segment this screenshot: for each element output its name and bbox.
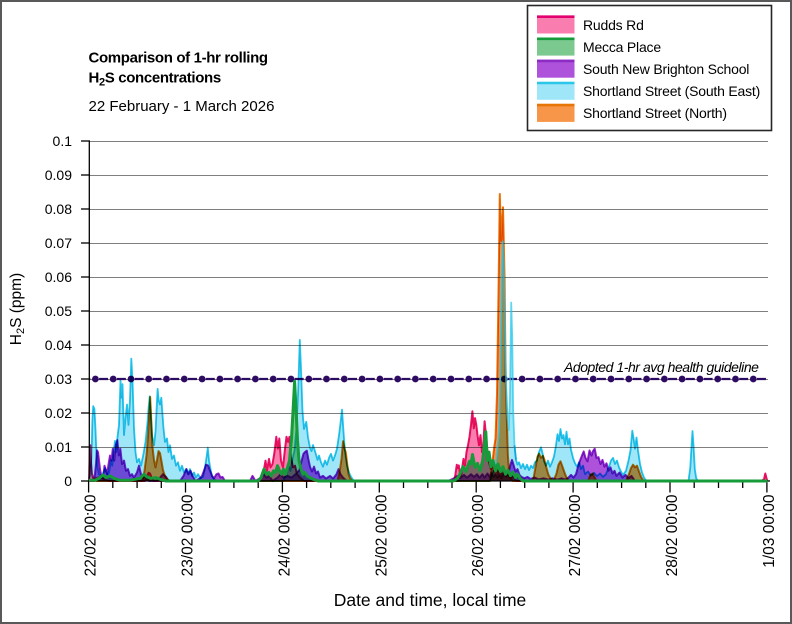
svg-text:H2S concentrations: H2S concentrations [89, 70, 221, 89]
svg-text:Adopted 1-hr avg health guidel: Adopted 1-hr avg health guideline [563, 359, 759, 375]
svg-text:22/02 00:00: 22/02 00:00 [83, 494, 100, 576]
svg-text:0.04: 0.04 [45, 337, 72, 353]
svg-text:0.08: 0.08 [45, 201, 72, 217]
svg-text:H2S (ppm): H2S (ppm) [8, 273, 27, 345]
svg-text:0.09: 0.09 [45, 167, 72, 183]
svg-text:Date and time, local time: Date and time, local time [334, 590, 527, 610]
svg-text:24/02 00:00: 24/02 00:00 [276, 494, 293, 576]
svg-text:22 February - 1 March 2026: 22 February - 1 March 2026 [89, 98, 275, 115]
svg-text:0.01: 0.01 [45, 439, 72, 455]
svg-text:Shortland Street (North): Shortland Street (North) [583, 105, 727, 121]
svg-text:1/03 00:00: 1/03 00:00 [761, 494, 778, 568]
svg-text:26/02 00:00: 26/02 00:00 [470, 494, 487, 576]
svg-text:27/02 00:00: 27/02 00:00 [567, 494, 584, 576]
svg-text:0.05: 0.05 [45, 303, 72, 319]
svg-text:0.07: 0.07 [45, 235, 72, 251]
svg-text:0: 0 [64, 473, 72, 489]
svg-text:Comparison of 1-hr rolling: Comparison of 1-hr rolling [89, 50, 268, 67]
svg-text:0.06: 0.06 [45, 269, 72, 285]
svg-text:Shortland Street (South East): Shortland Street (South East) [583, 83, 760, 99]
svg-text:Rudds Rd: Rudds Rd [583, 17, 644, 33]
svg-text:0.02: 0.02 [45, 405, 72, 421]
svg-text:South New Brighton School: South New Brighton School [583, 61, 749, 77]
svg-text:28/02 00:00: 28/02 00:00 [664, 494, 681, 576]
svg-text:23/02 00:00: 23/02 00:00 [180, 494, 197, 576]
svg-text:25/02 00:00: 25/02 00:00 [373, 494, 390, 576]
svg-text:Mecca Place: Mecca Place [583, 39, 661, 55]
svg-text:0.1: 0.1 [53, 133, 73, 149]
svg-text:0.03: 0.03 [45, 371, 72, 387]
